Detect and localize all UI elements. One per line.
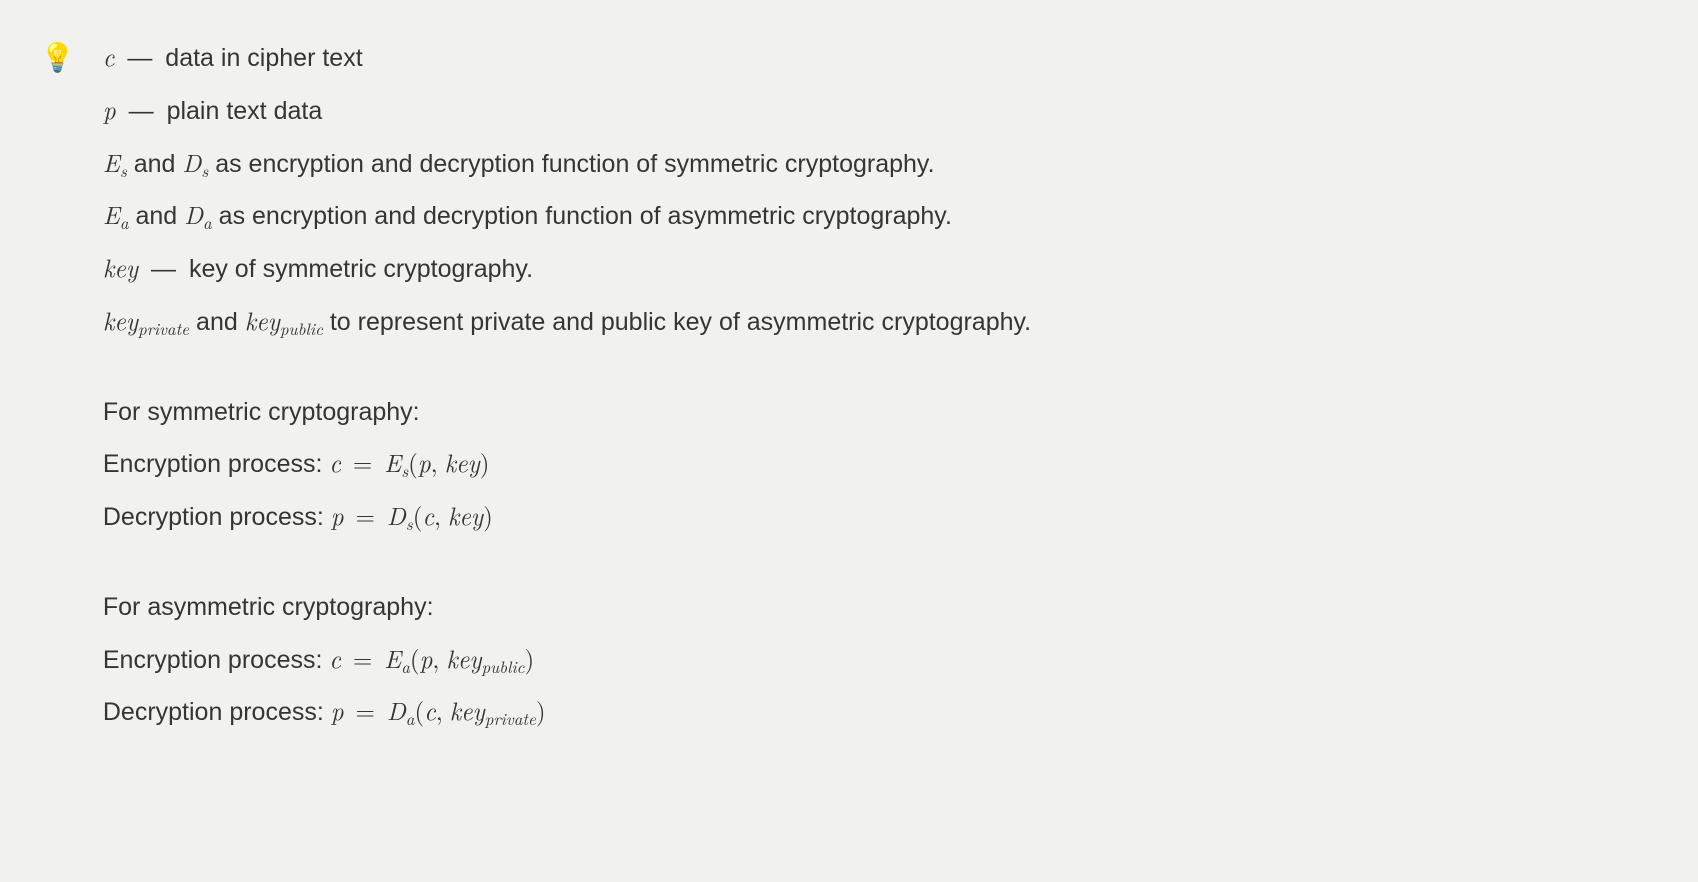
var-c: c: [103, 39, 115, 74]
definition-keypair: keyprivate and keypublic to represent pr…: [103, 302, 1658, 342]
sub-s: s: [120, 157, 127, 181]
var-key: key: [245, 303, 280, 338]
definition-p: p — plain text data: [103, 91, 1658, 131]
text-and: and: [196, 308, 245, 336]
eq-sym-decrypt: Decryption process: p = Ds(c, key): [103, 497, 1658, 537]
eq-asym-decrypt: Decryption process: p = Da(c, keyprivate…: [103, 692, 1658, 732]
definition-key: key — key of symmetric cryptography.: [103, 249, 1658, 289]
definition-c: c — data in cipher text: [103, 38, 1658, 78]
text-asym-key: to represent private and public key of a…: [330, 308, 1031, 336]
eq-sym-encrypt: Encryption process: c = Es(p, key): [103, 444, 1658, 484]
label-dec: Decryption process:: [103, 698, 324, 726]
text-and: and: [135, 202, 184, 230]
sub-public: public: [280, 316, 323, 340]
heading-symmetric: For symmetric cryptography:: [103, 393, 1658, 432]
var-p: p: [103, 92, 116, 127]
var-key: key: [103, 303, 138, 338]
equation: c = Ea(p, keypublic): [329, 646, 534, 674]
dash: —: [145, 255, 182, 283]
label-enc: Encryption process:: [103, 450, 323, 478]
dash: —: [123, 97, 160, 125]
lightbulb-icon: 💡: [40, 44, 75, 72]
eq-asym-encrypt: Encryption process: c = Ea(p, keypublic): [103, 640, 1658, 680]
var-E: E: [103, 145, 120, 180]
equation: p = Ds(c, key): [331, 503, 493, 531]
equation: p = Da(c, keyprivate): [331, 698, 546, 726]
var-key: key: [103, 250, 138, 285]
text-and: and: [134, 150, 183, 178]
var-D: D: [182, 145, 201, 180]
label-dec: Decryption process:: [103, 503, 324, 531]
text-asym-func: as encryption and decryption function of…: [219, 202, 952, 230]
text-key: key of symmetric cryptography.: [189, 255, 533, 283]
spacer: [103, 355, 1658, 393]
dash: —: [121, 44, 158, 72]
heading-asymmetric: For asymmetric cryptography:: [103, 588, 1658, 627]
definition-ea-da: Ea and Da as encryption and decryption f…: [103, 196, 1658, 236]
callout-block: 💡 c — data in cipher text p — plain text…: [40, 38, 1658, 745]
text-plain: plain text data: [167, 97, 323, 125]
var-D: D: [184, 197, 203, 232]
label-enc: Encryption process:: [103, 646, 323, 674]
definition-es-ds: Es and Ds as encryption and decryption f…: [103, 144, 1658, 184]
sub-private: private: [138, 316, 189, 340]
text-sym-func: as encryption and decryption function of…: [215, 150, 934, 178]
spacer: [103, 550, 1658, 588]
sub-s: s: [201, 157, 208, 181]
definitions-content: c — data in cipher text p — plain text d…: [103, 38, 1658, 745]
text-cipher: data in cipher text: [165, 44, 362, 72]
sub-a: a: [120, 210, 129, 234]
var-E: E: [103, 197, 120, 232]
sub-a: a: [203, 210, 212, 234]
equation: c = Es(p, key): [329, 450, 489, 478]
